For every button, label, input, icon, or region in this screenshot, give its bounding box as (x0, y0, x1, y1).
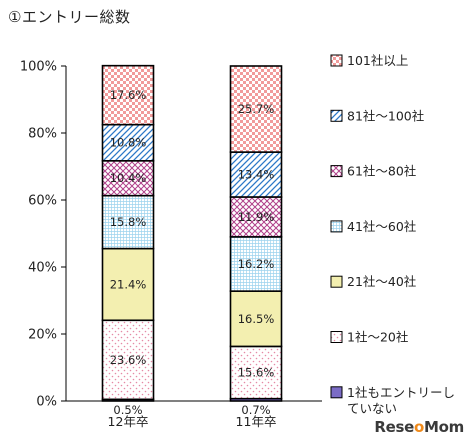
bar-segment (229, 236, 283, 292)
data-label: 13.4% (238, 168, 275, 182)
resemom-logo: ReseoMom (374, 418, 464, 436)
category-label: 12年卒 (108, 414, 149, 429)
data-label: 15.6% (238, 366, 275, 380)
category-label: 11年卒 (236, 414, 277, 429)
legend-swatch (330, 386, 343, 399)
data-label: 16.5% (238, 312, 275, 326)
y-tick-label: 100% (20, 60, 57, 75)
y-tick-label: 60% (28, 194, 57, 209)
data-label: 16.2% (238, 257, 275, 271)
data-label: 23.6% (110, 353, 147, 367)
bar-segment (229, 65, 283, 153)
y-tick-label: 40% (28, 261, 57, 276)
legend-swatch (330, 220, 343, 233)
legend-label: 81社～100社 (347, 108, 424, 123)
data-label: 0.7% (241, 403, 270, 417)
legend-swatch (330, 275, 343, 288)
legend-label: 61社～80社 (347, 164, 416, 179)
data-label: 11.9% (238, 210, 275, 224)
legend-label: 21社～40社 (347, 274, 416, 289)
bar-segment (229, 151, 283, 198)
data-label: 25.7% (238, 102, 275, 116)
y-tick-label: 0% (36, 395, 57, 410)
bar-segment (101, 160, 155, 197)
bar-segment (101, 319, 155, 401)
data-label: 0.5% (113, 403, 142, 417)
bar-segment (101, 194, 155, 250)
bar-segment (101, 123, 155, 162)
y-tick-label: 80% (28, 127, 57, 142)
data-label: 10.8% (110, 136, 147, 150)
legend-swatch (330, 54, 343, 67)
legend-label: 41社～60社 (347, 219, 416, 234)
data-label: 10.4% (110, 171, 147, 185)
legend-label: 101社以上 (347, 53, 408, 68)
chart-title: ①エントリー総数 (8, 8, 131, 26)
bar-segment (229, 196, 283, 238)
bar-segment (229, 345, 283, 400)
legend-swatch (330, 165, 343, 178)
bar-segment (101, 247, 155, 322)
data-label: 21.4% (110, 277, 147, 291)
legend-swatch (330, 331, 343, 343)
bar-segment (101, 64, 155, 126)
data-label: 17.6% (110, 88, 147, 102)
y-tick-label: 20% (28, 328, 57, 343)
data-label: 15.8% (110, 215, 147, 229)
legend-swatch (330, 109, 343, 122)
legend-label: 1社～20社 (347, 330, 408, 345)
legend-label: 1社もエントリーしていない (347, 385, 455, 416)
